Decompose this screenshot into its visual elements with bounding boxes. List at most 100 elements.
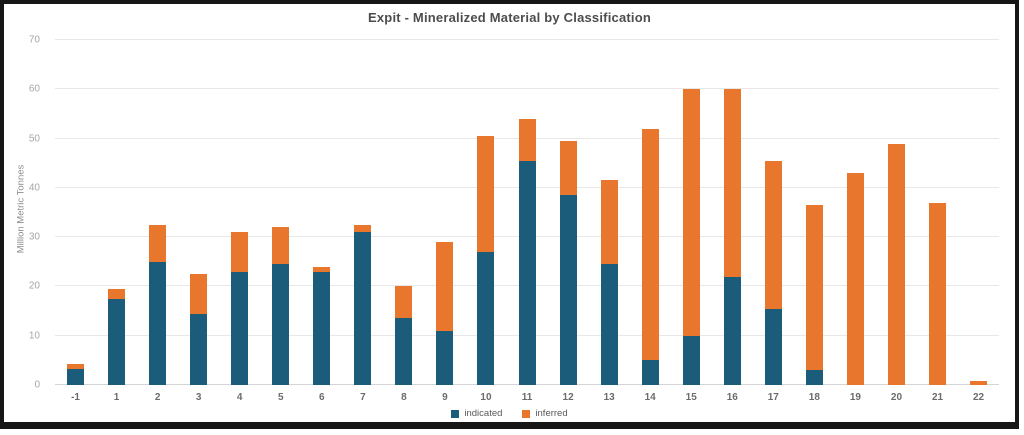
bar-column: 17 <box>753 40 794 403</box>
bar-segment-inferred <box>190 274 208 314</box>
bar-stack <box>723 40 741 385</box>
legend-item-inferred: inferred <box>522 408 568 419</box>
bar-column: 3 <box>178 40 219 403</box>
y-tick-label: 0 <box>34 379 40 391</box>
legend-swatch-inferred <box>522 409 531 418</box>
bar-segment-inferred <box>477 136 495 252</box>
bar-column: 20 <box>876 40 917 403</box>
bar-segment-indicated <box>272 264 290 385</box>
legend-item-indicated: indicated <box>451 408 502 419</box>
bar-segment-inferred <box>764 160 782 309</box>
bar-column: 10 <box>465 40 506 403</box>
bar-segment-indicated <box>67 369 85 385</box>
x-tick-label: 2 <box>154 392 161 403</box>
bar-stack <box>436 40 454 385</box>
bar-column: 9 <box>424 40 465 403</box>
bar-column: 18 <box>794 40 835 403</box>
bar-column: 5 <box>260 40 301 403</box>
bar-segment-indicated <box>805 370 823 385</box>
bar-stack <box>970 40 988 385</box>
y-tick-label: 20 <box>28 280 40 292</box>
bar-stack <box>764 40 782 385</box>
bar-segment-indicated <box>108 298 126 385</box>
bar-segment-indicated <box>559 195 577 385</box>
x-tick-label: 22 <box>972 392 985 403</box>
bar-column: 22 <box>958 40 999 403</box>
bar-stack <box>272 40 290 385</box>
x-tick-label: 17 <box>767 392 779 403</box>
bar-stack <box>149 40 167 385</box>
bar-column: 12 <box>548 40 589 403</box>
x-tick-label: 18 <box>808 392 820 403</box>
x-tick-label: 5 <box>277 392 284 403</box>
bar-stack <box>641 40 659 385</box>
bar-segment-indicated <box>600 264 618 385</box>
bar-stack <box>559 40 577 385</box>
bar-column: 21 <box>917 40 958 403</box>
x-tick-label: 15 <box>685 392 697 403</box>
y-tick-label: 60 <box>28 83 40 95</box>
bar-segment-indicated <box>477 251 495 385</box>
bar-stack <box>354 40 372 385</box>
bar-segment-indicated <box>231 271 249 385</box>
bar-column: 13 <box>589 40 630 403</box>
y-axis-ticks: 0 10 20 30 40 50 60 70 <box>4 35 48 391</box>
bar-column: 6 <box>301 40 342 403</box>
y-tick-label: 70 <box>28 34 40 46</box>
bar-segment-inferred <box>149 224 167 262</box>
bar-segment-indicated <box>149 261 167 385</box>
chart-card: Expit - Mineralized Material by Classifi… <box>4 4 1015 422</box>
bar-segment-inferred <box>723 89 741 277</box>
bar-segment-indicated <box>518 160 536 385</box>
x-tick-label: 13 <box>603 392 615 403</box>
x-tick-label: -1 <box>71 392 80 403</box>
bar-segment-inferred <box>641 128 659 361</box>
bar-column: 14 <box>630 40 671 403</box>
bar-segment-indicated <box>313 271 331 385</box>
x-tick-label: 3 <box>195 392 202 403</box>
bar-segment-inferred <box>970 381 988 385</box>
bar-segment-inferred <box>354 224 372 233</box>
bar-segment-inferred <box>395 286 413 319</box>
bar-segment-indicated <box>682 335 700 385</box>
bar-segment-inferred <box>67 364 85 370</box>
bar-column: 11 <box>507 40 548 403</box>
bar-segment-inferred <box>436 242 454 331</box>
x-tick-label: 19 <box>849 392 861 403</box>
bar-segment-indicated <box>190 313 208 385</box>
bar-stack <box>518 40 536 385</box>
bar-segment-indicated <box>395 318 413 385</box>
bar-segment-inferred <box>929 202 946 385</box>
bar-stack <box>395 40 413 385</box>
x-tick-label: 1 <box>113 392 120 403</box>
legend-swatch-indicated <box>451 409 460 418</box>
bar-segment-inferred <box>108 288 126 299</box>
bar-stack <box>805 40 823 385</box>
x-tick-label: 14 <box>644 392 656 403</box>
legend: indicated inferred <box>4 408 1015 419</box>
y-tick-label: 10 <box>28 330 40 342</box>
x-tick-label: 21 <box>931 392 944 403</box>
bar-segment-inferred <box>231 232 249 272</box>
y-tick-label: 30 <box>28 231 40 243</box>
bar-segment-inferred <box>559 141 577 196</box>
bar-stack <box>190 40 208 385</box>
bar-stack <box>108 40 126 385</box>
plot-area: -1 1 2 3 4 5 6 7 8 9 10 11 12 13 14 15 16 17 18 19 20 21 22 <box>55 39 999 403</box>
bar-column: 16 <box>712 40 753 403</box>
x-tick-label: 11 <box>521 392 533 403</box>
bar-stack <box>313 40 331 385</box>
bar-segment-indicated <box>436 330 454 385</box>
bar-segment-inferred <box>846 173 864 385</box>
y-tick-label: 50 <box>28 133 40 145</box>
bar-segment-inferred <box>600 180 618 265</box>
bar-segment-inferred <box>313 266 331 272</box>
bar-segment-inferred <box>682 89 700 336</box>
legend-label-inferred: inferred <box>535 408 568 419</box>
gridline <box>55 39 999 40</box>
x-tick-label: 6 <box>319 392 325 403</box>
chart-title: Expit - Mineralized Material by Classifi… <box>368 10 651 25</box>
x-tick-label: 16 <box>726 392 738 403</box>
bar-stack <box>600 40 618 385</box>
